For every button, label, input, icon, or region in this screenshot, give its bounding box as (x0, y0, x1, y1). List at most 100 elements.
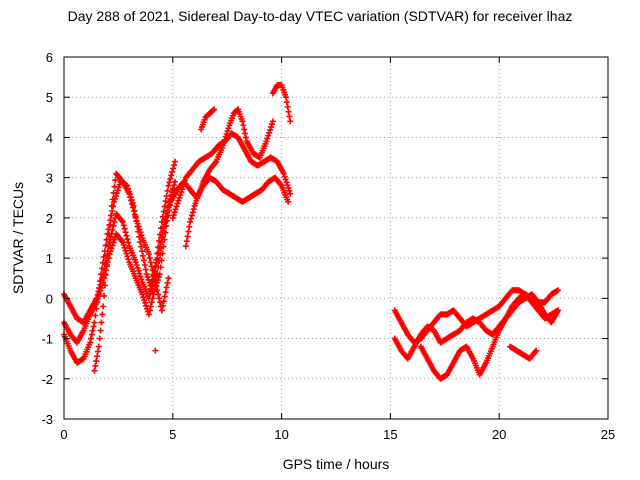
y-tick-label: -2 (41, 372, 53, 387)
data-point-marker (94, 291, 101, 298)
data-point-marker (111, 218, 118, 225)
data-point-marker (155, 291, 162, 298)
data-point-marker (174, 200, 181, 207)
data-point-marker (90, 323, 97, 330)
data-point-marker (151, 268, 158, 275)
data-point-marker (92, 312, 99, 319)
data-point-marker (159, 229, 166, 236)
data-point-marker (108, 202, 115, 209)
data-point-marker (146, 307, 153, 314)
data-point-marker (163, 193, 170, 200)
series-track-n (507, 343, 540, 362)
data-point-marker (118, 237, 125, 244)
data-point-marker (147, 259, 154, 266)
data-point-marker (160, 208, 167, 215)
data-point-marker (121, 244, 128, 251)
data-point-marker (171, 178, 178, 185)
data-point-marker (268, 124, 275, 131)
data-point-marker (171, 158, 178, 165)
data-point-marker (223, 130, 230, 137)
data-point-marker (145, 311, 152, 318)
data-point-marker (285, 185, 292, 192)
data-point-marker (171, 182, 178, 189)
data-point-marker (136, 270, 143, 277)
data-point-marker (87, 335, 94, 342)
data-point-marker (121, 225, 128, 232)
data-point-marker (141, 297, 148, 304)
data-point-marker (179, 186, 186, 193)
data-point-marker (283, 179, 290, 186)
data-point-marker (124, 236, 131, 243)
data-point-marker (97, 281, 104, 288)
y-tick-label: -3 (41, 412, 53, 427)
data-point-marker (96, 335, 103, 342)
data-point-marker (160, 224, 167, 231)
series-track-j (152, 347, 159, 354)
data-point-marker (107, 222, 114, 229)
y-tick-label: 1 (46, 251, 53, 266)
data-point-marker (137, 273, 144, 280)
plot-frame (63, 56, 609, 420)
data-point-marker (111, 183, 118, 190)
data-point-marker (97, 327, 104, 334)
series-track-d (91, 170, 172, 374)
data-point-marker (142, 299, 149, 306)
data-point-marker (126, 190, 133, 197)
data-point-marker (167, 175, 174, 182)
data-point-marker (91, 319, 98, 326)
data-point-marker (93, 295, 100, 302)
data-point-marker (180, 180, 187, 187)
data-point-marker (187, 218, 194, 225)
data-point-marker (131, 211, 138, 218)
data-point-marker (119, 239, 126, 246)
data-point-marker (139, 248, 146, 255)
data-point-marker (112, 193, 119, 200)
data-point-marker (178, 189, 185, 196)
data-point-marker (110, 222, 117, 229)
data-point-marker (92, 362, 99, 369)
data-point-marker (222, 133, 229, 140)
data-point-marker (158, 307, 165, 314)
data-point-marker (181, 177, 188, 184)
y-tick-label: 3 (46, 171, 53, 186)
data-point-marker (165, 275, 172, 282)
data-point-marker (189, 209, 196, 216)
data-point-marker (287, 118, 294, 125)
x-tick-label: 10 (274, 427, 288, 442)
data-point-marker (169, 168, 176, 175)
data-point-marker (242, 130, 249, 137)
data-point-marker (182, 243, 189, 250)
grid-layer (64, 57, 608, 419)
data-point-marker (287, 190, 294, 197)
y-tick-label: 4 (46, 130, 53, 145)
data-point-marker (184, 233, 191, 240)
data-point-marker (146, 290, 153, 297)
data-point-marker (105, 241, 112, 248)
data-point-marker (148, 263, 155, 270)
data-point-marker (124, 253, 131, 260)
data-point-marker (140, 257, 147, 264)
data-point-marker (89, 327, 96, 334)
data-point-marker (171, 209, 178, 216)
data-point-marker (108, 212, 115, 219)
data-point-marker (152, 347, 159, 354)
data-point-marker (212, 159, 219, 166)
data-point-marker (135, 267, 142, 274)
data-point-marker (554, 287, 561, 294)
data-point-marker (160, 298, 167, 305)
data-point-marker (104, 251, 111, 258)
y-tick-label: 5 (46, 90, 53, 105)
data-point-marker (123, 250, 130, 257)
data-point-marker (109, 226, 116, 233)
data-point-marker (107, 235, 114, 241)
data-point-marker (282, 176, 289, 183)
data-point-marker (240, 122, 247, 129)
data-point-marker (285, 108, 292, 115)
data-point-marker (166, 179, 173, 186)
data-point-marker (183, 238, 190, 245)
data-point-marker (142, 266, 149, 273)
data-point-marker (168, 172, 175, 179)
data-point-marker (282, 94, 289, 101)
data-point-marker (109, 196, 116, 203)
data-point-marker (280, 170, 287, 177)
